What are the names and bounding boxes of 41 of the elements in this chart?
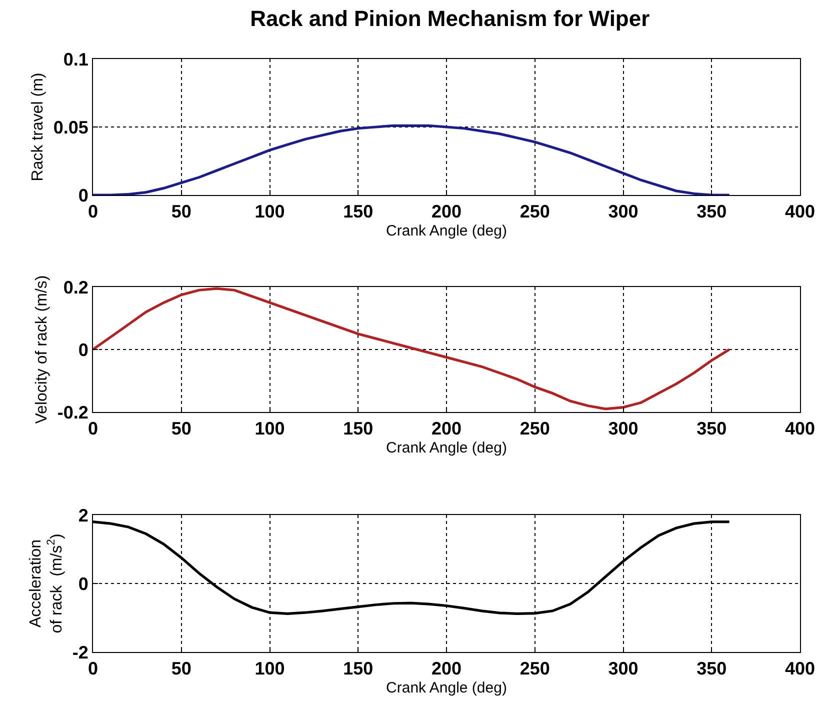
x-tick-label: 200: [431, 202, 462, 222]
x-tick-label: 150: [343, 202, 374, 222]
x-axis-title: Crank Angle (deg): [386, 680, 507, 697]
x-tick-label: 200: [431, 418, 462, 439]
y-axis-title: Rack travel (m): [29, 72, 46, 182]
x-tick-label: 150: [343, 418, 374, 439]
x-tick-label: 300: [608, 202, 638, 222]
x-tick-label: 350: [696, 418, 727, 439]
x-tick-label: 400: [784, 658, 816, 679]
x-tick-label: 50: [171, 202, 192, 222]
x-tick-label: 250: [520, 418, 550, 439]
x-tick-label: 400: [784, 418, 816, 439]
y-tick-label: 0: [78, 340, 88, 360]
x-tick-label: 400: [784, 202, 816, 222]
y-tick-label: 0.2: [63, 277, 88, 298]
x-tick-label: 100: [254, 418, 285, 439]
y-axis-title: Velocity of rack (m/s): [33, 275, 50, 424]
x-tick-label: 250: [520, 202, 550, 222]
x-tick-label: 200: [431, 658, 462, 679]
x-tick-label: 100: [254, 202, 285, 222]
y-tick-label: 0.05: [53, 117, 88, 138]
chart-title: Rack and Pinion Mechanism for Wiper: [250, 6, 650, 32]
x-tick-label: 50: [171, 418, 192, 439]
x-tick-label: 100: [254, 658, 285, 679]
x-tick-label: 300: [608, 658, 638, 679]
y-tick-label: 2: [78, 505, 88, 526]
line-series: [93, 124, 731, 195]
x-tick-label: 250: [520, 658, 550, 679]
y-tick-label: -0.2: [57, 402, 88, 422]
y-tick-label: 0: [78, 185, 88, 206]
y-tick-label: 0: [78, 574, 88, 594]
x-axis-title: Crank Angle (deg): [386, 222, 507, 240]
x-tick-label: 350: [696, 658, 727, 679]
x-tick-label: 300: [608, 418, 638, 439]
x-tick-label: 150: [343, 658, 374, 679]
x-tick-label: 350: [696, 202, 727, 222]
y-tick-label: -2: [72, 642, 88, 662]
y-tick-label: 0.1: [63, 49, 88, 70]
x-axis-title: Crank Angle (deg): [386, 440, 507, 457]
x-tick-label: 50: [171, 658, 192, 679]
line-series: [93, 287, 731, 410]
